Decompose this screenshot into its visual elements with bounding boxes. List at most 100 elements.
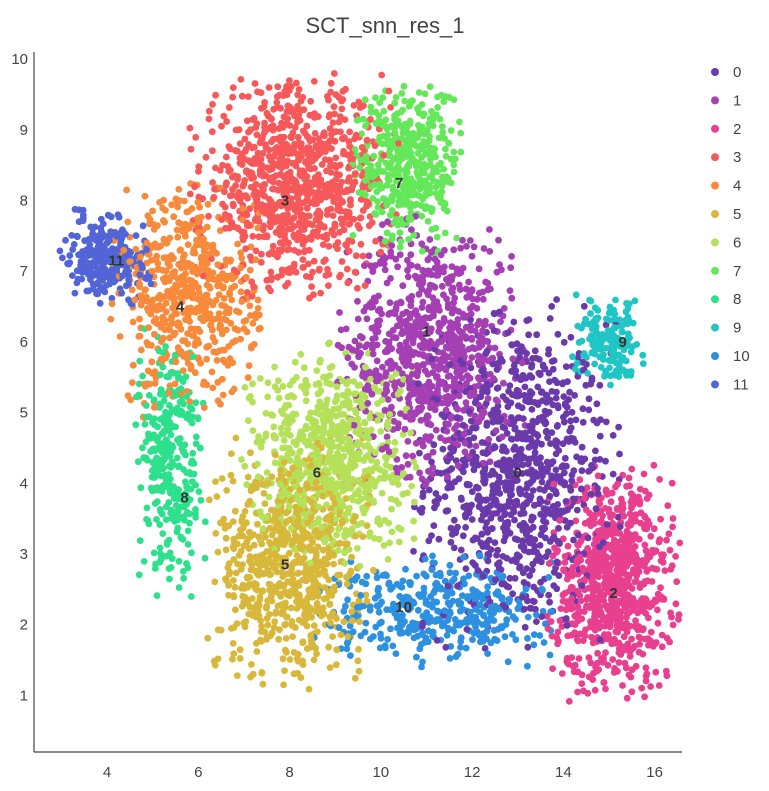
point-cluster-3 (290, 231, 298, 239)
point-cluster-1 (413, 369, 421, 377)
point-cluster-1 (360, 307, 368, 315)
point-cluster-1 (459, 236, 466, 244)
point-cluster-10 (389, 642, 397, 650)
point-cluster-0 (469, 559, 477, 566)
point-cluster-6 (392, 497, 400, 504)
point-cluster-3 (293, 181, 300, 188)
point-cluster-4 (174, 203, 182, 211)
point-cluster-6 (371, 482, 378, 490)
point-cluster-4 (129, 361, 137, 369)
point-cluster-1 (442, 366, 450, 374)
point-cluster-2 (548, 632, 556, 640)
point-cluster-1 (407, 409, 414, 417)
point-cluster-2 (626, 510, 634, 518)
point-cluster-10 (445, 626, 452, 634)
point-cluster-7 (433, 233, 441, 241)
point-cluster-10 (414, 606, 422, 614)
point-cluster-0 (454, 414, 461, 421)
point-cluster-5 (356, 618, 363, 626)
point-cluster-5 (258, 622, 265, 630)
point-cluster-9 (589, 318, 597, 326)
point-cluster-6 (340, 410, 348, 418)
point-cluster-7 (421, 90, 429, 98)
point-cluster-8 (153, 592, 161, 599)
point-cluster-6 (354, 498, 362, 505)
point-cluster-10 (399, 577, 407, 585)
point-cluster-11 (56, 247, 64, 255)
point-cluster-7 (374, 204, 382, 211)
point-cluster-8 (194, 414, 202, 422)
point-cluster-5 (231, 507, 239, 515)
point-cluster-6 (313, 367, 321, 374)
point-cluster-10 (413, 572, 420, 580)
point-cluster-1 (432, 303, 440, 311)
point-cluster-5 (254, 520, 261, 528)
point-cluster-1 (444, 300, 452, 308)
point-cluster-0 (560, 338, 568, 346)
point-cluster-2 (651, 565, 659, 573)
point-cluster-9 (597, 364, 605, 371)
point-cluster-10 (524, 613, 532, 621)
point-cluster-0 (540, 513, 547, 520)
point-cluster-4 (145, 324, 153, 331)
point-cluster-8 (197, 496, 205, 504)
point-cluster-6 (389, 478, 396, 486)
point-cluster-1 (456, 385, 464, 393)
point-cluster-1 (417, 416, 425, 424)
point-cluster-3 (291, 247, 298, 254)
point-cluster-2 (669, 515, 677, 522)
point-cluster-10 (501, 633, 509, 641)
point-cluster-6 (326, 339, 333, 347)
point-cluster-5 (332, 661, 340, 669)
point-cluster-10 (378, 618, 385, 626)
point-cluster-1 (336, 309, 343, 316)
point-cluster-2 (620, 512, 628, 520)
point-cluster-4 (240, 318, 248, 325)
point-cluster-4 (203, 223, 211, 231)
point-cluster-3 (330, 103, 338, 111)
point-cluster-7 (356, 164, 364, 171)
point-cluster-2 (569, 584, 576, 591)
point-cluster-0 (520, 605, 528, 613)
point-cluster-4 (226, 289, 233, 297)
point-cluster-4 (183, 388, 191, 395)
point-cluster-3 (287, 83, 295, 90)
point-cluster-6 (345, 435, 352, 443)
point-cluster-4 (203, 355, 211, 363)
point-cluster-0 (553, 438, 561, 446)
point-cluster-10 (491, 635, 499, 643)
point-cluster-10 (402, 565, 409, 573)
point-cluster-6 (289, 449, 296, 457)
point-cluster-0 (593, 400, 601, 408)
point-cluster-2 (583, 484, 591, 492)
point-cluster-6 (274, 387, 282, 394)
point-cluster-3 (335, 118, 343, 126)
point-cluster-3 (316, 265, 323, 273)
point-cluster-5 (363, 597, 371, 605)
point-cluster-2 (558, 670, 566, 677)
point-cluster-4 (170, 213, 178, 221)
point-cluster-3 (288, 225, 295, 233)
point-cluster-5 (280, 681, 287, 689)
point-cluster-5 (303, 645, 311, 653)
point-cluster-2 (675, 616, 682, 623)
point-cluster-6 (410, 535, 418, 542)
point-cluster-5 (233, 620, 241, 627)
point-cluster-8 (186, 519, 193, 527)
point-cluster-0 (523, 530, 531, 537)
point-cluster-5 (238, 602, 246, 610)
point-cluster-1 (432, 264, 440, 272)
point-cluster-3 (293, 79, 300, 87)
point-cluster-7 (388, 165, 396, 173)
point-cluster-8 (156, 558, 164, 566)
point-cluster-5 (281, 667, 288, 675)
point-cluster-3 (347, 196, 354, 203)
point-cluster-1 (404, 273, 412, 281)
point-cluster-3 (310, 78, 318, 85)
point-cluster-2 (565, 698, 573, 705)
point-cluster-1 (470, 243, 478, 251)
point-cluster-6 (400, 470, 407, 477)
point-cluster-3 (278, 266, 286, 274)
point-cluster-10 (530, 641, 538, 649)
